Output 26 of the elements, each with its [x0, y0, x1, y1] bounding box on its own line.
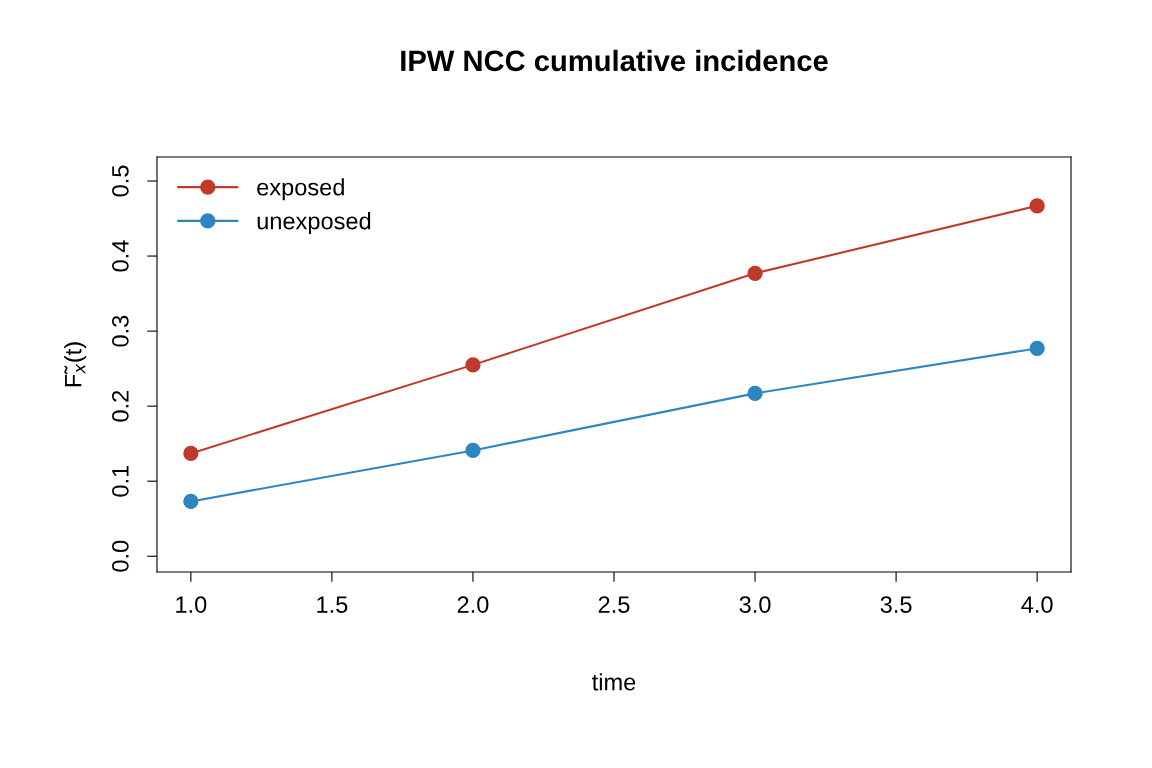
point	[747, 385, 763, 402]
x-tick-label: 3.5	[880, 596, 912, 613]
point	[747, 265, 763, 281]
chart-title: IPW NCC cumulative incidence	[401, 49, 828, 72]
x-tick-label: 2.5	[598, 596, 630, 613]
y-tick-label: 0.3	[112, 315, 129, 347]
point	[183, 445, 199, 462]
point	[1029, 340, 1045, 357]
y-tick-label: 0.2	[112, 390, 129, 422]
y-tick-label: 0.1	[112, 465, 129, 497]
point	[465, 442, 481, 459]
x-tick-label: 1.0	[176, 596, 207, 613]
x-tick-label: 3.0	[739, 596, 771, 613]
point	[1029, 198, 1045, 214]
y-tick-label: 0.5	[112, 165, 129, 197]
y-axis-title: F̃$_{x}$(t)	[64, 342, 87, 387]
legend-label: unexposed	[257, 212, 371, 235]
point	[465, 357, 481, 373]
x-axis-title: time	[592, 673, 636, 691]
y-tick-label: 0.4	[112, 240, 129, 272]
x-tick-label: 4.0	[1021, 596, 1053, 613]
x-tick-label: 2.0	[457, 596, 489, 613]
point	[183, 493, 199, 510]
legend-label: exposed	[257, 178, 344, 201]
x-tick-label: 1.5	[317, 596, 348, 613]
y-tick-label: 0.0	[112, 540, 129, 572]
